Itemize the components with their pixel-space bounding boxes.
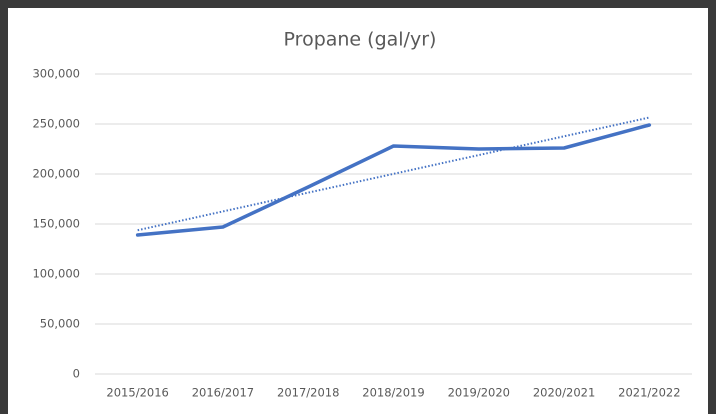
x-tick-label: 2020/2021	[533, 386, 595, 400]
y-tick-label: 0	[73, 367, 80, 381]
x-tick-label: 2019/2020	[448, 386, 510, 400]
data-line	[135, 123, 652, 237]
y-tick-label: 50,000	[40, 317, 80, 331]
y-tick-label: 300,000	[32, 67, 80, 81]
x-tick-label: 2021/2022	[618, 386, 680, 400]
x-tick-label: 2018/2019	[362, 386, 424, 400]
y-tick-label: 200,000	[32, 167, 80, 181]
x-tick-label: 2017/2018	[277, 386, 339, 400]
y-tick-label: 250,000	[32, 117, 80, 131]
chart-area	[8, 8, 708, 414]
chart-title: Propane (gal/yr)	[284, 29, 437, 51]
y-tick-label: 150,000	[32, 217, 80, 231]
x-tick-label: 2016/2017	[192, 386, 254, 400]
x-tick-label: 2015/2016	[106, 386, 168, 400]
y-tick-label: 100,000	[32, 267, 80, 281]
